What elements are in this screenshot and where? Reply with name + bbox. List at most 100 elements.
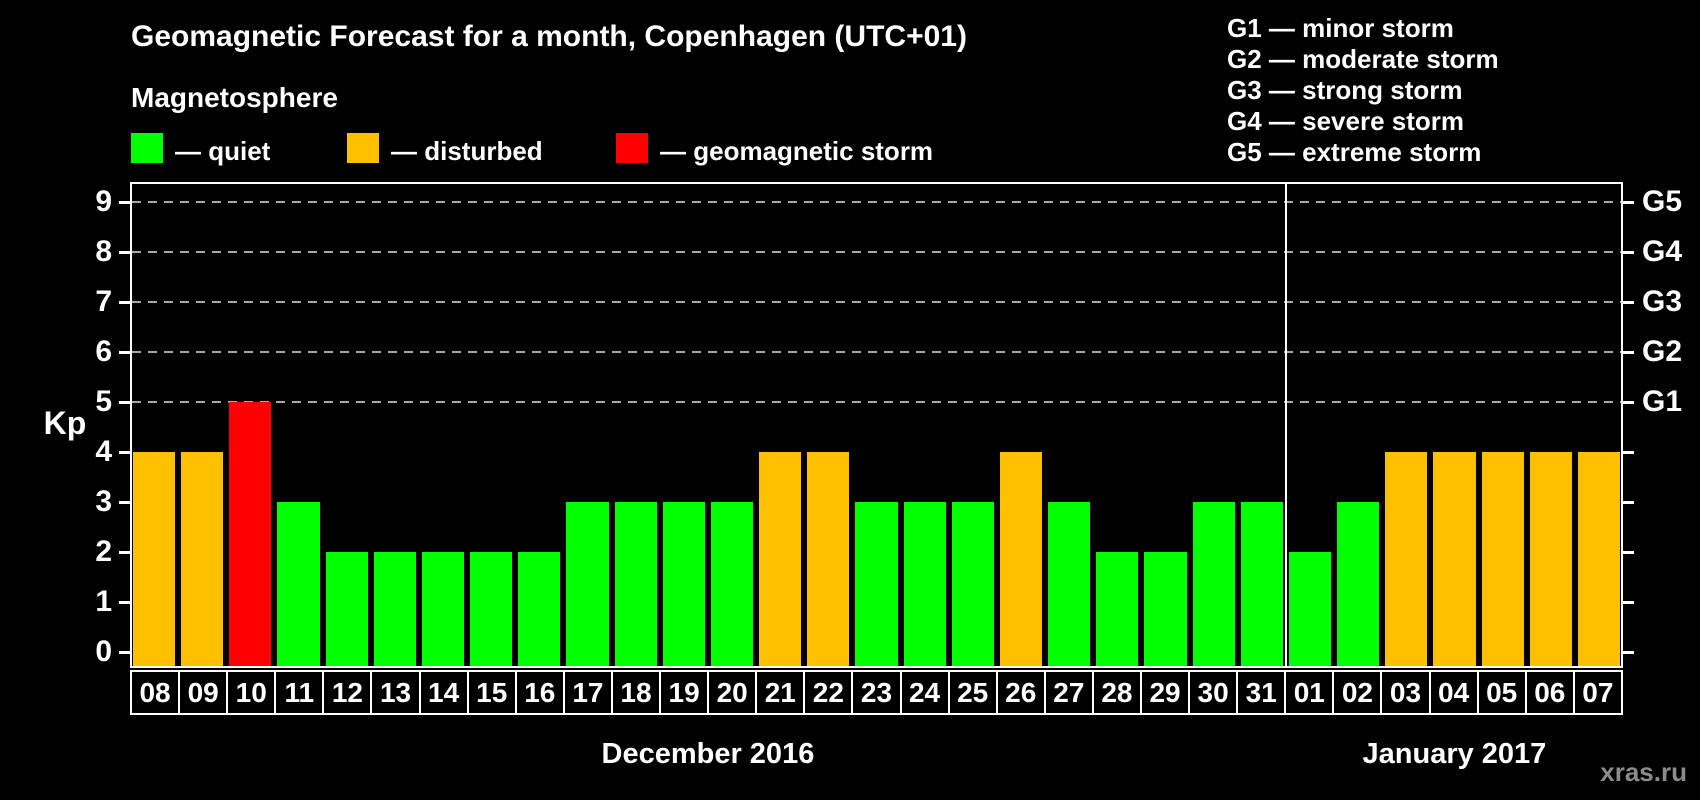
day-label-box: 02 bbox=[1332, 670, 1383, 715]
y-tick-label: 4 bbox=[95, 435, 112, 468]
kp-bar-day-28 bbox=[1096, 552, 1139, 666]
kp-bar-day-05 bbox=[1481, 452, 1524, 666]
y-tick-right bbox=[1623, 251, 1634, 254]
gridline-kp5 bbox=[132, 401, 1621, 403]
kp-bar-day-29 bbox=[1144, 552, 1187, 666]
kp-bar-day-18 bbox=[614, 502, 657, 666]
day-label-box: 29 bbox=[1139, 670, 1191, 715]
y-tick-label: 5 bbox=[95, 385, 112, 418]
y-tick-label: 7 bbox=[95, 285, 112, 318]
chart-title: Geomagnetic Forecast for a month, Copenh… bbox=[131, 20, 967, 53]
y-tick-right bbox=[1623, 301, 1634, 304]
month-label: December 2016 bbox=[601, 738, 815, 770]
magnetosphere-label: Magnetosphere bbox=[131, 82, 338, 113]
kp-bar-day-23 bbox=[855, 502, 898, 666]
day-label-box: 03 bbox=[1380, 670, 1431, 715]
disturbed-legend-swatch bbox=[347, 133, 379, 163]
plot-area-border bbox=[130, 182, 1623, 668]
day-label-box: 22 bbox=[803, 670, 854, 715]
day-label-box: 06 bbox=[1524, 670, 1575, 715]
day-label-box: 12 bbox=[322, 670, 373, 715]
y-tick-left bbox=[119, 451, 130, 454]
kp-bar-day-17 bbox=[566, 502, 609, 666]
y-tick-right bbox=[1623, 651, 1634, 654]
y-tick-left bbox=[119, 401, 130, 404]
day-label-box: 19 bbox=[659, 670, 710, 715]
day-label-box: 23 bbox=[851, 670, 902, 715]
kp-bar-day-21 bbox=[759, 452, 802, 666]
y-tick-left bbox=[119, 351, 130, 354]
y-tick-right bbox=[1623, 601, 1634, 604]
kp-bar-day-15 bbox=[470, 552, 513, 666]
day-label-box: 08 bbox=[130, 670, 181, 715]
y-tick-left bbox=[119, 551, 130, 554]
storm-scale-line: G4 — severe storm bbox=[1227, 106, 1465, 136]
month-label: January 2017 bbox=[1362, 738, 1547, 770]
day-label-box: 27 bbox=[1043, 670, 1094, 715]
y-tick-right bbox=[1623, 351, 1634, 354]
g-scale-label-G4: G4 bbox=[1642, 235, 1683, 268]
storm-scale-line: G2 — moderate storm bbox=[1227, 44, 1499, 74]
day-label-box: 13 bbox=[370, 670, 421, 715]
kp-bar-day-12 bbox=[325, 552, 368, 666]
quiet-legend-swatch bbox=[131, 133, 163, 163]
y-tick-label: 9 bbox=[95, 185, 112, 218]
day-label-box: 25 bbox=[947, 670, 998, 715]
kp-bar-day-04 bbox=[1433, 452, 1476, 666]
kp-bar-day-03 bbox=[1385, 452, 1428, 666]
kp-bar-day-10 bbox=[229, 402, 272, 666]
kp-bar-day-19 bbox=[662, 502, 705, 666]
day-label-box: 20 bbox=[707, 670, 758, 715]
disturbed-legend-label: — disturbed bbox=[391, 136, 543, 166]
y-tick-label: 8 bbox=[95, 235, 112, 268]
kp-bar-day-09 bbox=[181, 452, 224, 666]
g-scale-label-G2: G2 bbox=[1642, 335, 1683, 368]
y-tick-left bbox=[119, 651, 130, 654]
y-tick-label: 0 bbox=[95, 635, 112, 668]
day-label-box: 11 bbox=[274, 670, 325, 715]
y-tick-left bbox=[119, 251, 130, 254]
day-label-box: 09 bbox=[178, 670, 229, 715]
kp-bar-day-11 bbox=[277, 502, 320, 666]
day-label-box: 24 bbox=[899, 670, 950, 715]
g-scale-label-G3: G3 bbox=[1642, 285, 1683, 318]
y-tick-left bbox=[119, 501, 130, 504]
y-tick-left bbox=[119, 301, 130, 304]
day-axis-row: 08 09 10 11 12 13 14 15 16 17 18 19 20 21 22 23 24 25 26 27… bbox=[130, 670, 1623, 715]
y-tick-right bbox=[1623, 501, 1634, 504]
storm-scale-line: G1 — minor storm bbox=[1227, 13, 1454, 43]
month-separator bbox=[1284, 184, 1287, 666]
gridline-kp7 bbox=[132, 301, 1621, 303]
y-tick-right bbox=[1623, 551, 1634, 554]
day-label-box: 14 bbox=[418, 670, 469, 715]
y-tick-label: 6 bbox=[95, 335, 112, 368]
day-label-box: 21 bbox=[755, 670, 806, 715]
gridline-kp6 bbox=[132, 351, 1621, 353]
kp-bar-day-08 bbox=[133, 452, 176, 666]
gridline-kp9 bbox=[132, 201, 1621, 203]
storm-scale-line: G5 — extreme storm bbox=[1227, 137, 1482, 167]
storm-scale-line: G3 — strong storm bbox=[1227, 75, 1463, 105]
kp-bar-day-16 bbox=[518, 552, 561, 666]
kp-bar-day-26 bbox=[999, 452, 1043, 666]
quiet-legend-label: — quiet bbox=[175, 136, 271, 166]
day-label-box: 31 bbox=[1236, 670, 1287, 715]
kp-bar-day-30 bbox=[1192, 502, 1235, 666]
day-label-box: 17 bbox=[562, 670, 613, 715]
y-tick-left bbox=[119, 201, 130, 204]
y-tick-right bbox=[1623, 451, 1634, 454]
day-label-box: 26 bbox=[995, 670, 1046, 715]
day-label-box: 18 bbox=[610, 670, 662, 715]
y-tick-label: 1 bbox=[95, 585, 112, 618]
storm-legend-swatch bbox=[616, 133, 648, 163]
day-label-box: 01 bbox=[1284, 670, 1335, 715]
kp-bar-day-25 bbox=[951, 502, 994, 666]
storm-scale-legend: G1 — minor storm G2 — moderate storm G3 — … bbox=[1227, 13, 1499, 168]
y-tick-right bbox=[1623, 401, 1634, 404]
kp-bar-day-22 bbox=[807, 452, 850, 666]
watermark: xras.ru bbox=[1600, 757, 1687, 787]
storm-legend-label: — geomagnetic storm bbox=[660, 136, 934, 166]
day-label-box: 07 bbox=[1572, 670, 1623, 715]
gridline-kp8 bbox=[132, 251, 1621, 253]
